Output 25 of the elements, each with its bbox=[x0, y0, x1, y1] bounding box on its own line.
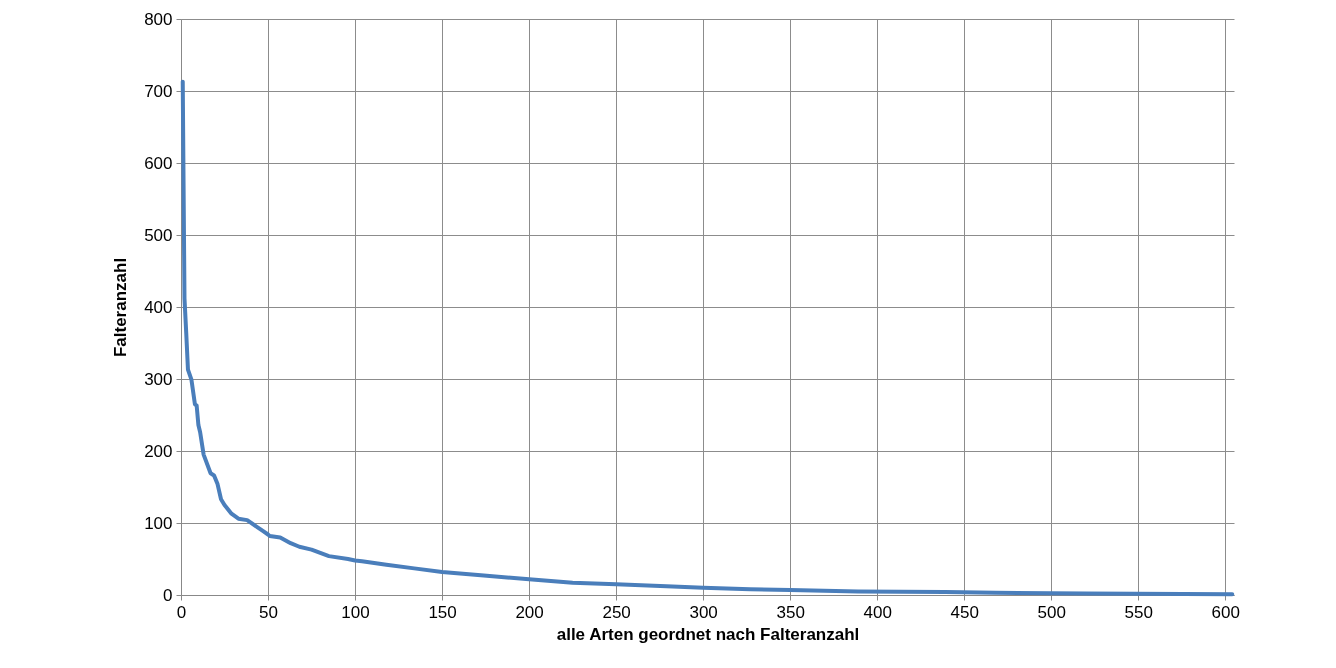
x-tick-label: 400 bbox=[863, 602, 892, 622]
x-tick-label: 250 bbox=[602, 602, 631, 622]
x-tick-label: 150 bbox=[428, 602, 457, 622]
y-tick-label: 800 bbox=[144, 9, 173, 29]
x-tick-label: 200 bbox=[515, 602, 544, 622]
y-tick-label: 100 bbox=[144, 513, 173, 533]
x-tick-label: 450 bbox=[950, 602, 979, 622]
line-series bbox=[180, 79, 1235, 597]
x-tick-label: 550 bbox=[1124, 602, 1153, 622]
y-tick-label: 200 bbox=[144, 441, 173, 461]
x-tick-label: 100 bbox=[341, 602, 370, 622]
x-tick-label: 300 bbox=[689, 602, 718, 622]
y-axis-title: Falteranzahl bbox=[111, 257, 131, 358]
x-tick-label: 350 bbox=[776, 602, 805, 622]
y-tick-label: 700 bbox=[144, 81, 173, 101]
x-tick-label: 0 bbox=[176, 602, 187, 622]
x-axis-title: alle Arten geordnet nach Falteranzahl bbox=[556, 624, 860, 644]
x-tick-label: 500 bbox=[1037, 602, 1066, 622]
x-tick-label: 50 bbox=[259, 602, 278, 622]
y-tick-label: 600 bbox=[144, 153, 173, 173]
y-tick-label: 500 bbox=[144, 225, 173, 245]
y-tick-label: 0 bbox=[163, 585, 173, 605]
x-tick-label: 600 bbox=[1211, 602, 1240, 622]
y-tick-label: 300 bbox=[144, 369, 173, 389]
y-tick-label: 400 bbox=[144, 297, 173, 317]
